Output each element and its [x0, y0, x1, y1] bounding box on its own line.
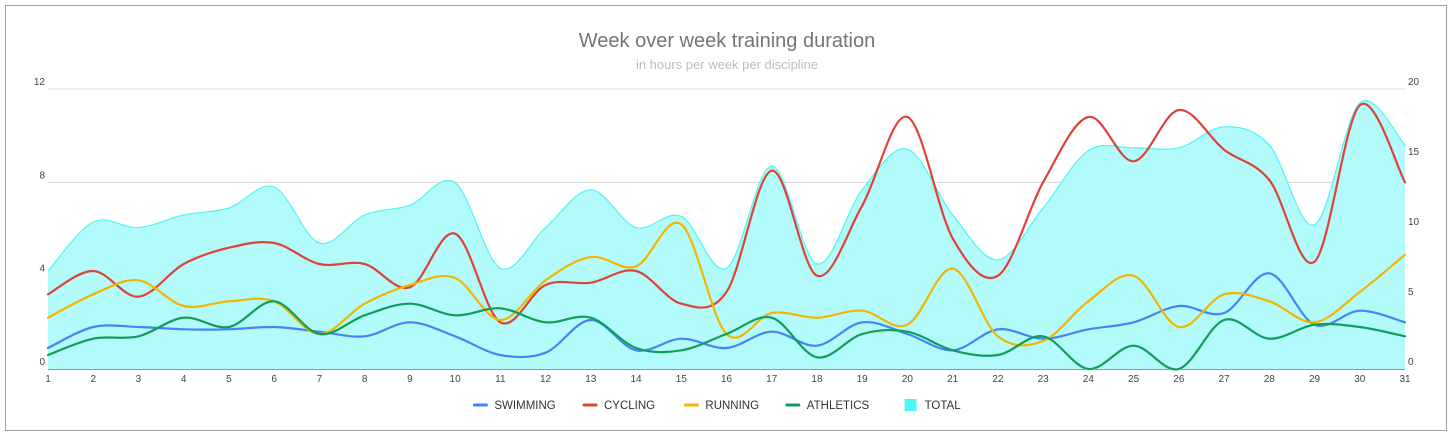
y-right-tick-label: 10 [1408, 217, 1420, 228]
x-tick-label: 13 [585, 374, 597, 385]
x-tick-label: 20 [902, 374, 914, 385]
x-tick-label: 15 [676, 374, 688, 385]
x-tick-label: 23 [1038, 374, 1050, 385]
x-tick-label: 22 [992, 374, 1004, 385]
y-left-tick-label: 8 [39, 170, 45, 181]
legend-label: RUNNING [705, 400, 759, 412]
series-line-total-outline [47, 100, 1406, 272]
x-tick-label: 25 [1128, 374, 1140, 385]
x-tick-label: 2 [90, 374, 96, 385]
legend: SWIMMING CYCLING RUNNING ATHLETICS TOTAL [472, 399, 962, 412]
x-tick-label: 18 [811, 374, 823, 385]
y-right-tick-label: 0 [1408, 357, 1414, 368]
chart-subtitle: in hours per week per discipline [636, 57, 818, 72]
x-tick-label: 5 [226, 374, 232, 385]
y-left-tick-label: 4 [39, 264, 45, 275]
series-area-total [48, 100, 1405, 369]
total-area-layer [47, 100, 1406, 369]
x-tick-label: 10 [450, 374, 462, 385]
y-left-tick-label: 0 [39, 357, 45, 368]
series-line-athletics [46, 300, 1407, 371]
x-tick-label: 26 [1173, 374, 1185, 385]
legend-item-running[interactable]: RUNNING [683, 400, 759, 412]
legend-label: CYCLING [604, 400, 655, 412]
x-tick-label: 7 [317, 374, 323, 385]
x-tick-label: 14 [630, 374, 642, 385]
x-tick-label: 11 [495, 374, 506, 385]
x-tick-label: 31 [1399, 374, 1411, 385]
x-tick-label: 6 [271, 374, 277, 385]
series-line-swimming [46, 272, 1407, 359]
legend-item-athletics[interactable]: ATHLETICS [785, 400, 870, 412]
chart-title: Week over week training duration [579, 30, 875, 52]
legend-swatch [904, 399, 917, 411]
x-tick-label: 4 [181, 374, 187, 385]
x-tick-label: 12 [540, 374, 552, 385]
x-tick-label: 3 [136, 374, 142, 385]
y-right-tick-label: 5 [1408, 287, 1414, 298]
legend-label: TOTAL [925, 400, 962, 412]
legend-label: SWIMMING [494, 400, 555, 412]
x-tick-label: 30 [1354, 374, 1366, 385]
legend-item-total[interactable]: TOTAL [904, 399, 962, 412]
x-tick-label: 16 [721, 374, 733, 385]
x-tick-label: 17 [766, 374, 778, 385]
y-right-tick-label: 15 [1408, 147, 1420, 158]
x-tick-label: 9 [407, 374, 413, 385]
series-line-cycling [46, 102, 1407, 325]
x-tick-label: 1 [45, 374, 51, 385]
x-tick-label: 29 [1309, 374, 1321, 385]
legend-label: ATHLETICS [807, 400, 870, 412]
x-tick-label: 8 [362, 374, 368, 385]
series-lines-layer [46, 102, 1407, 371]
y-left-tick-label: 12 [34, 77, 46, 88]
x-tick-label: 19 [857, 374, 869, 385]
x-tick-label: 27 [1219, 374, 1231, 385]
legend-item-swimming[interactable]: SWIMMING [472, 400, 556, 412]
x-tick-label: 28 [1264, 374, 1276, 385]
y-right-tick-label: 20 [1408, 77, 1420, 88]
x-tick-label: 21 [947, 374, 959, 385]
x-tick-label: 24 [1083, 374, 1095, 385]
legend-item-cycling[interactable]: CYCLING [582, 400, 655, 412]
